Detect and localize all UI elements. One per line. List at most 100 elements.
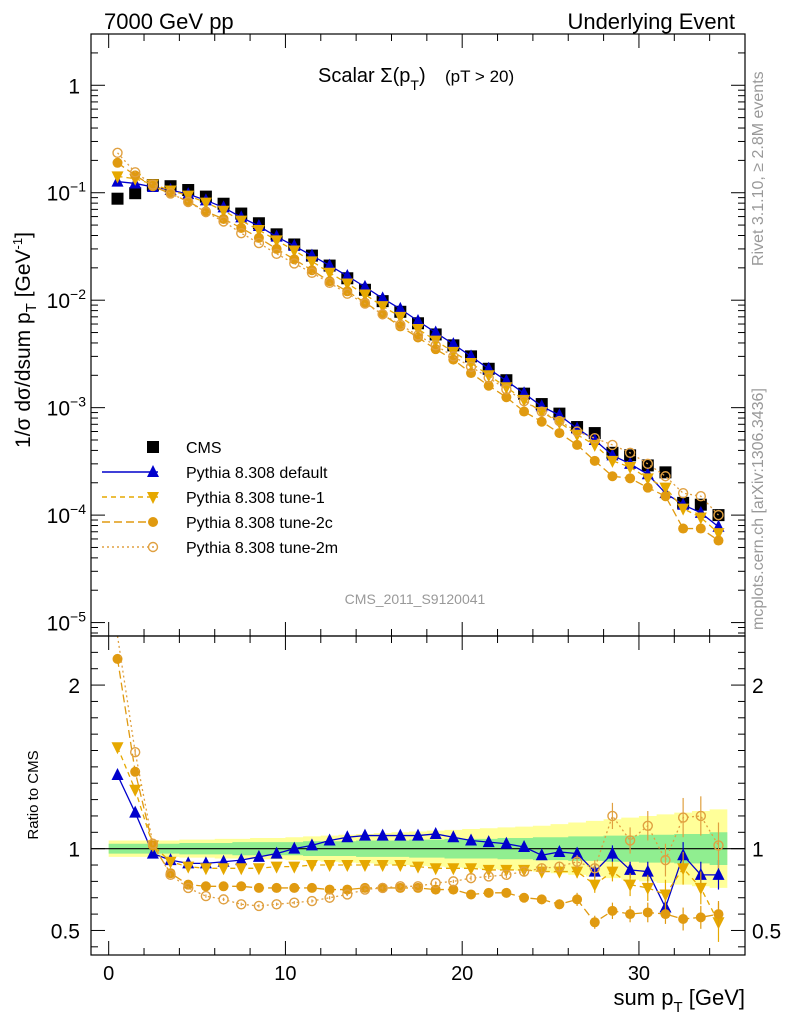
ratio-point-default-8 — [252, 849, 265, 862]
ratio-point-default-21 — [482, 835, 495, 848]
main-point-tune2c-6 — [218, 213, 229, 224]
ratio-point-tune2m-7 — [236, 899, 247, 910]
main-point-tune1-21 — [482, 370, 495, 383]
ratio-point-tune2m-21 — [483, 871, 494, 882]
ratio-point-tune2m-12 — [324, 892, 335, 903]
ratio-point-tune2c-1 — [130, 766, 141, 777]
ratio-y-label: Ratio to CMS — [25, 750, 42, 839]
main-point-default-15 — [376, 291, 389, 304]
ratio-point-tune2m-24 — [536, 863, 547, 874]
ratio-point-default-14 — [358, 828, 371, 841]
main-point-default-18 — [429, 325, 442, 338]
legend-marker-tune2m — [147, 541, 159, 553]
main-point-tune2c-32 — [678, 523, 689, 534]
main-y-tick-base-4: 10 — [47, 183, 70, 206]
x-axis-label-unit: [GeV] — [689, 985, 745, 1010]
main-point-tune2m-25 — [554, 415, 565, 427]
x-tick-label-10: 10 — [274, 963, 296, 985]
main-point-tune1-6 — [217, 205, 230, 218]
ratio-point-tune1-6 — [217, 863, 230, 876]
main-y-tick-base-1: 10 — [47, 505, 70, 528]
ratio-point-tune2m-2 — [147, 838, 159, 849]
main-point-tune2c-34 — [713, 535, 724, 546]
ratio-point-default-0 — [111, 768, 124, 781]
ratio-point-tune2c-4 — [183, 879, 194, 890]
ratio-point-tune2c-32 — [678, 914, 689, 925]
ratio-point-default-28 — [606, 846, 619, 859]
x-tick-label-20: 20 — [451, 963, 473, 985]
main-point-tune2m-28 — [607, 439, 618, 451]
main-point-tune2m-27 — [589, 432, 600, 444]
ratio-point-tune2m-18 — [430, 877, 441, 889]
ratio-y-tick-label-right-2: 2 — [752, 675, 764, 698]
x-axis-label: sum pT [GeV] — [614, 985, 745, 1016]
main-point-tune1-31 — [659, 482, 672, 495]
main-point-tune1-15 — [376, 301, 389, 314]
ratio-point-tune2m-33 — [695, 810, 707, 822]
ratio-point-tune1-16 — [394, 860, 407, 873]
legend-label-tune2m: Pythia 8.308 tune-2m — [186, 540, 338, 557]
main-point-tune1-34 — [712, 528, 725, 541]
main-point-tune2m-33 — [695, 490, 707, 502]
plot-title-main: Scalar Σ(p — [318, 65, 410, 87]
x-tick-label-0: 0 — [103, 963, 114, 985]
main-point-default-17 — [412, 314, 424, 327]
main-point-tune2c-28 — [607, 471, 618, 482]
ratio-point-tune2m-30 — [642, 820, 653, 831]
main-point-tune2c-11 — [306, 265, 317, 276]
main-point-tune1-20 — [465, 358, 478, 371]
main-y-tick-exp-0: −5 — [70, 609, 86, 625]
ratio-point-tune2m-34 — [713, 840, 724, 851]
main-point-tune1-16 — [394, 311, 407, 324]
ratio-point-tune2m-11 — [306, 895, 318, 907]
ratio-point-tune2c-12 — [324, 884, 335, 895]
ratio-y-tick-label-left-0: 0.5 — [51, 920, 80, 943]
main-point-tune2c-33 — [695, 523, 706, 534]
main-point-tune2m-13 — [342, 288, 353, 299]
ratio-point-tune2m-9 — [271, 899, 282, 910]
main-point-tune1-19 — [447, 346, 460, 359]
analysis-id: CMS_2011_S9120041 — [345, 591, 486, 607]
main-point-tune1-27 — [588, 439, 601, 452]
ratio-point-tune2m-31 — [660, 854, 671, 866]
main-point-tune2c-26 — [572, 439, 583, 450]
ratio-point-tune1-20 — [465, 863, 478, 876]
ratio-point-default-11 — [305, 838, 318, 851]
ratio-point-tune1-12 — [323, 860, 336, 873]
ratio-point-tune1-8 — [252, 863, 265, 876]
ratio-point-tune2m-10 — [289, 897, 300, 908]
ratio-point-tune1-33 — [694, 882, 707, 895]
main-point-tune1-11 — [305, 256, 318, 269]
main-point-tune2m-16 — [395, 319, 406, 331]
main-point-tune1-8 — [252, 224, 265, 237]
ratio-point-default-30 — [641, 864, 654, 877]
main-point-tune2m-22 — [501, 384, 512, 395]
main-point-tune2m-10 — [289, 258, 300, 269]
main-point-tune2m-4 — [183, 196, 194, 208]
ratio-point-tune1-28 — [606, 866, 619, 879]
main-point-tune2c-1 — [130, 170, 141, 181]
ratio-point-tune1-31 — [659, 889, 672, 902]
ratio-line-tune1 — [116, 746, 720, 923]
main-point-tune2m-12 — [324, 277, 335, 289]
main-point-tune2m-7 — [236, 228, 247, 239]
main-point-tune2c-7 — [236, 222, 247, 233]
main-point-tune1-10 — [288, 245, 301, 258]
main-y-tick-base-2: 10 — [47, 398, 70, 421]
ratio-point-tune2c-20 — [466, 889, 477, 900]
ratio-point-tune2c-25 — [554, 899, 565, 910]
legend-marker-default — [147, 465, 159, 477]
ratio-point-default-29 — [624, 862, 637, 875]
ratio-point-tune1-3 — [164, 856, 177, 869]
ratio-point-tune2c-21 — [483, 887, 494, 898]
ratio-point-tune1-30 — [641, 882, 654, 895]
ratio-point-tune2m-27 — [589, 863, 600, 874]
ratio-point-tune2c-31 — [660, 909, 671, 920]
ratio-point-tune2m-28 — [607, 810, 618, 822]
main-series — [111, 147, 725, 546]
ratio-point-default-17 — [412, 828, 424, 841]
main-point-tune2m-23 — [518, 395, 530, 407]
ratio-point-tune2m-32 — [677, 812, 689, 823]
ratio-point-default-9 — [270, 846, 283, 859]
